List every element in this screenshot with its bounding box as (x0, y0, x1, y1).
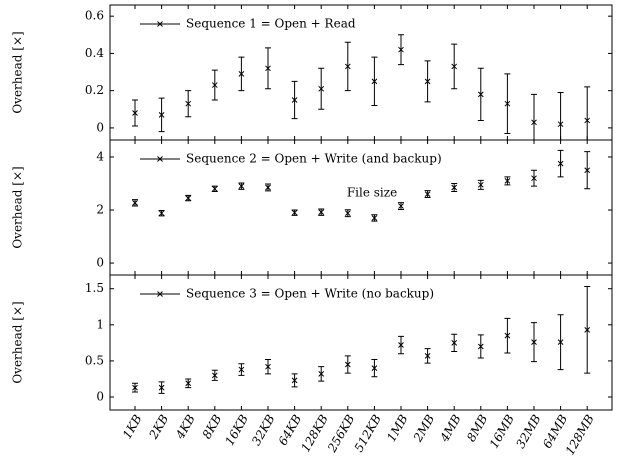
y-tick-label: 0 (96, 390, 104, 404)
x-tick-label: 2MB (410, 412, 437, 445)
marker (531, 339, 537, 345)
x-tick-label: 4MB (437, 412, 464, 445)
marker (238, 183, 245, 190)
marker (424, 78, 431, 85)
marker (477, 181, 484, 188)
marker (211, 185, 218, 192)
marker (424, 191, 431, 197)
legend-label: Sequence 2 = Open + Write (and backup) (186, 152, 442, 166)
marker (477, 343, 484, 350)
marker (531, 175, 537, 182)
marker (318, 209, 325, 215)
y-tick-label: 4 (96, 149, 104, 163)
x-tick-label: 1MB (384, 412, 411, 444)
x-axis-label: File size (347, 186, 397, 200)
x-tick-label: 4KB (172, 412, 197, 442)
legend-marker (157, 291, 163, 297)
y-tick-label: 2 (96, 203, 104, 217)
x-tick-label: 8MB (464, 412, 491, 444)
x-tick-label: 8KB (200, 412, 225, 441)
marker (584, 167, 591, 174)
marker (158, 384, 165, 391)
y-tick-label: 0.2 (85, 83, 104, 97)
marker (344, 361, 351, 368)
y-axis-label: Overhead [×] (11, 31, 25, 113)
marker (344, 210, 351, 217)
marker (451, 63, 458, 70)
marker (557, 339, 564, 345)
marker (265, 184, 271, 191)
marker (451, 340, 458, 346)
y-axis-label: Overhead [×] (11, 301, 25, 383)
marker (185, 195, 192, 201)
marker (398, 46, 404, 53)
marker (185, 380, 192, 387)
marker (132, 200, 138, 206)
marker (531, 119, 537, 126)
marker (265, 363, 271, 370)
marker (238, 71, 245, 77)
x-tick-label: 64KB (276, 412, 305, 448)
marker (584, 327, 591, 333)
marker (185, 100, 192, 107)
marker (398, 203, 404, 209)
y-tick-label: 1.5 (85, 281, 104, 295)
marker (211, 372, 218, 379)
plot-area: Sequence 1 = Open + Read (132, 17, 591, 140)
y-axis-label: Overhead [×] (11, 166, 25, 248)
marker (504, 332, 511, 339)
marker (371, 215, 378, 221)
marker (318, 371, 325, 377)
marker (265, 65, 271, 72)
marker (158, 210, 165, 217)
x-tick-label: 32KB (249, 412, 278, 448)
y-tick-label: 0.5 (85, 353, 104, 367)
x-tick-label: 32MB (513, 412, 543, 451)
marker (398, 342, 404, 348)
x-tick-label: 1KB (120, 412, 145, 441)
legend-label: Sequence 1 = Open + Read (186, 17, 356, 31)
y-tick-label: 0.4 (85, 46, 104, 60)
marker (451, 184, 458, 191)
marker (132, 384, 138, 391)
y-tick-label: 0 (96, 120, 104, 134)
marker (477, 91, 484, 98)
panel-frame (109, 274, 613, 411)
marker (584, 117, 591, 124)
x-tick-label: 2KB (146, 412, 171, 442)
x-tick-label: 512KB (352, 412, 385, 454)
y-tick-label: 1 (96, 317, 104, 331)
marker (211, 82, 218, 88)
marker (504, 177, 511, 184)
marker (371, 78, 378, 85)
marker (291, 377, 298, 384)
x-tick-label: 16MB (487, 412, 517, 451)
marker (557, 121, 564, 128)
marker (291, 97, 298, 103)
marker (344, 63, 351, 70)
plot-area: Sequence 3 = Open + Write (no backup) (132, 286, 591, 394)
marker (158, 112, 165, 118)
marker (291, 209, 298, 216)
legend-marker (157, 156, 163, 162)
marker (318, 85, 325, 92)
legend-marker (157, 21, 163, 27)
marker (424, 353, 431, 359)
plot-area: Sequence 2 = Open + Write (and backup) (132, 149, 591, 222)
marker (132, 110, 138, 116)
x-tick-label: 16KB (222, 412, 251, 448)
marker (371, 365, 378, 371)
marker (504, 100, 511, 107)
marker (238, 366, 245, 373)
marker (557, 160, 564, 167)
y-tick-label: 0.6 (85, 9, 104, 23)
legend-label: Sequence 3 = Open + Write (no backup) (186, 287, 434, 301)
y-tick-label: 0 (96, 256, 104, 270)
